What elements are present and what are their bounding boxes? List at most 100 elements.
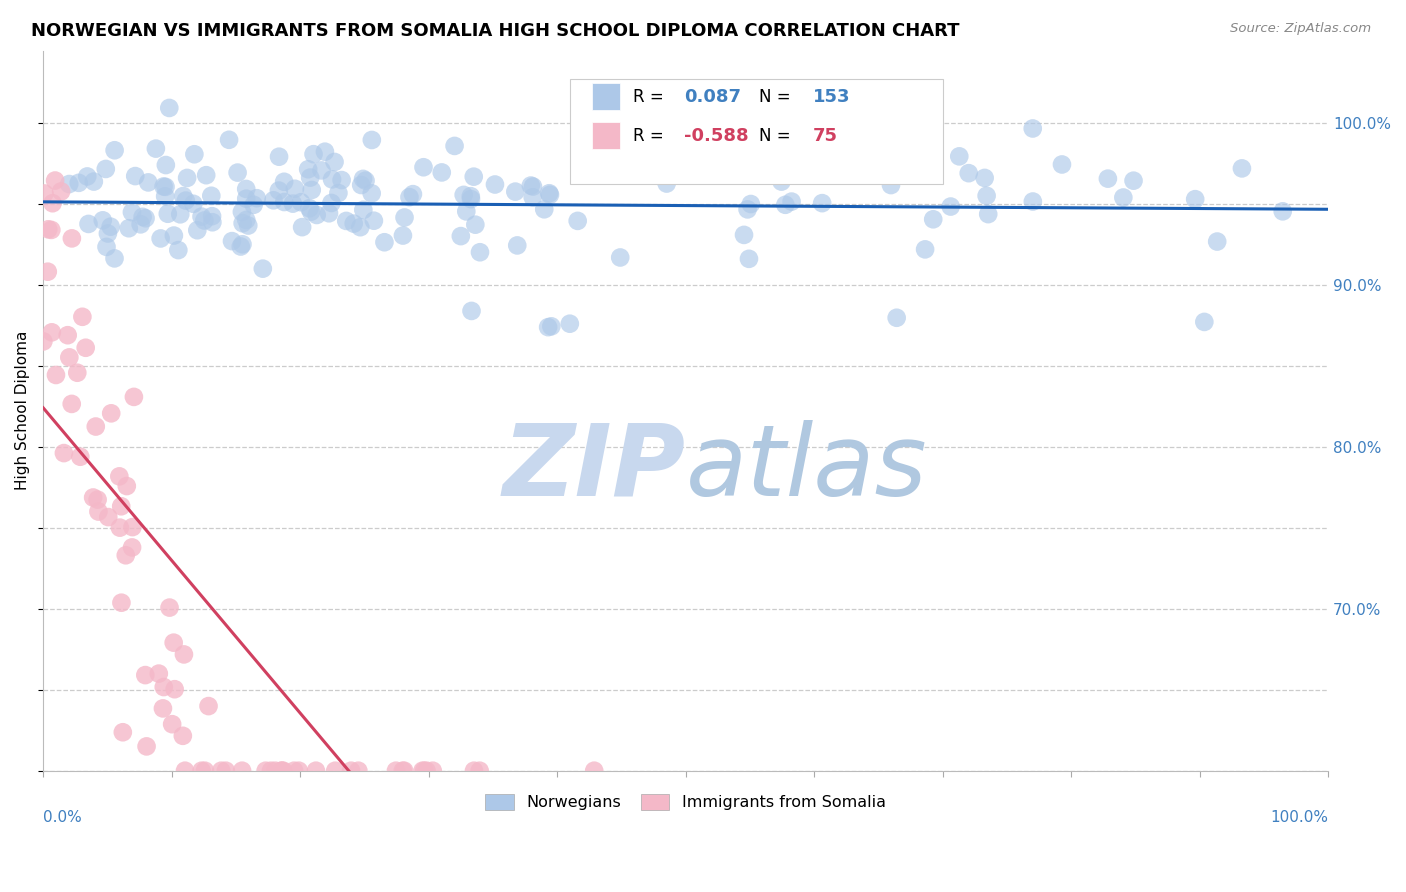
Point <box>56 328 79 343</box>
Point <box>363 213 385 227</box>
Point <box>235 213 257 227</box>
Point <box>267 150 290 164</box>
Point <box>398 190 420 204</box>
Point <box>159 600 181 615</box>
Point <box>1050 157 1073 171</box>
Point <box>522 190 544 204</box>
Point <box>305 764 328 778</box>
Point <box>52 446 75 460</box>
Point <box>100 219 122 234</box>
Text: Source: ZipAtlas.com: Source: ZipAtlas.com <box>1230 22 1371 36</box>
Point <box>1230 161 1253 176</box>
Point <box>82 491 104 505</box>
Text: 0.087: 0.087 <box>685 87 741 106</box>
Point <box>352 202 374 217</box>
Point <box>537 320 560 334</box>
Point <box>811 196 834 211</box>
Point <box>231 237 253 252</box>
Point <box>330 173 353 187</box>
Point <box>193 213 215 227</box>
Point <box>201 209 224 223</box>
Point <box>60 397 83 411</box>
Point <box>45 368 67 382</box>
Point <box>86 492 108 507</box>
Point <box>977 207 1000 221</box>
Point <box>34 186 56 201</box>
Point <box>201 215 224 229</box>
Point <box>340 764 363 778</box>
Point <box>66 366 89 380</box>
Point <box>83 175 105 189</box>
Text: NORWEGIAN VS IMMIGRANTS FROM SOMALIA HIGH SCHOOL DIPLOMA CORRELATION CHART: NORWEGIAN VS IMMIGRANTS FROM SOMALIA HIG… <box>31 22 959 40</box>
Point <box>460 189 482 203</box>
Point <box>349 220 371 235</box>
Point <box>160 717 183 731</box>
Point <box>75 341 97 355</box>
Point <box>215 764 238 778</box>
Point <box>392 228 415 243</box>
Point <box>323 155 346 169</box>
Point <box>172 729 194 743</box>
Text: 0.0%: 0.0% <box>44 810 82 825</box>
Point <box>443 139 465 153</box>
Point <box>173 648 195 662</box>
Point <box>231 764 253 778</box>
Point <box>235 192 257 206</box>
Point <box>321 196 343 211</box>
Point <box>129 218 152 232</box>
Point <box>957 166 980 180</box>
Point <box>176 170 198 185</box>
Point <box>880 178 903 192</box>
Point <box>299 204 322 219</box>
Point <box>347 764 370 778</box>
Point <box>506 238 529 252</box>
Point <box>522 179 544 194</box>
Point <box>770 175 793 189</box>
Text: N =: N = <box>759 87 790 106</box>
Point <box>411 764 433 778</box>
Point <box>174 194 197 208</box>
Point <box>520 178 543 193</box>
Point <box>948 149 970 163</box>
Point <box>430 165 453 179</box>
Point <box>402 187 425 202</box>
Point <box>533 202 555 217</box>
Point <box>567 214 589 228</box>
Point <box>540 319 562 334</box>
Text: 153: 153 <box>813 87 851 106</box>
Point <box>254 764 277 778</box>
Point <box>157 101 180 115</box>
Point <box>121 205 143 219</box>
Point <box>155 158 177 172</box>
Point <box>413 764 436 778</box>
Point <box>97 510 120 524</box>
Point <box>456 204 478 219</box>
Point <box>1194 315 1216 329</box>
Point <box>297 162 319 177</box>
Point <box>350 178 373 192</box>
Point <box>311 163 333 178</box>
Point <box>163 228 186 243</box>
Text: N =: N = <box>759 127 790 145</box>
Point <box>886 148 908 162</box>
Point <box>302 147 325 161</box>
Point <box>914 243 936 257</box>
Point <box>1122 174 1144 188</box>
Point <box>1097 171 1119 186</box>
Point <box>134 668 156 682</box>
Point <box>72 310 94 324</box>
Point <box>505 185 527 199</box>
Point <box>288 764 311 778</box>
Point <box>229 239 252 253</box>
Point <box>156 207 179 221</box>
Point <box>328 186 350 200</box>
Point <box>97 227 120 241</box>
Point <box>609 251 631 265</box>
Point <box>283 764 305 778</box>
Point <box>422 764 444 778</box>
Point <box>149 231 172 245</box>
Point <box>110 596 132 610</box>
Point <box>152 701 174 715</box>
Point <box>973 170 995 185</box>
Point <box>246 191 269 205</box>
